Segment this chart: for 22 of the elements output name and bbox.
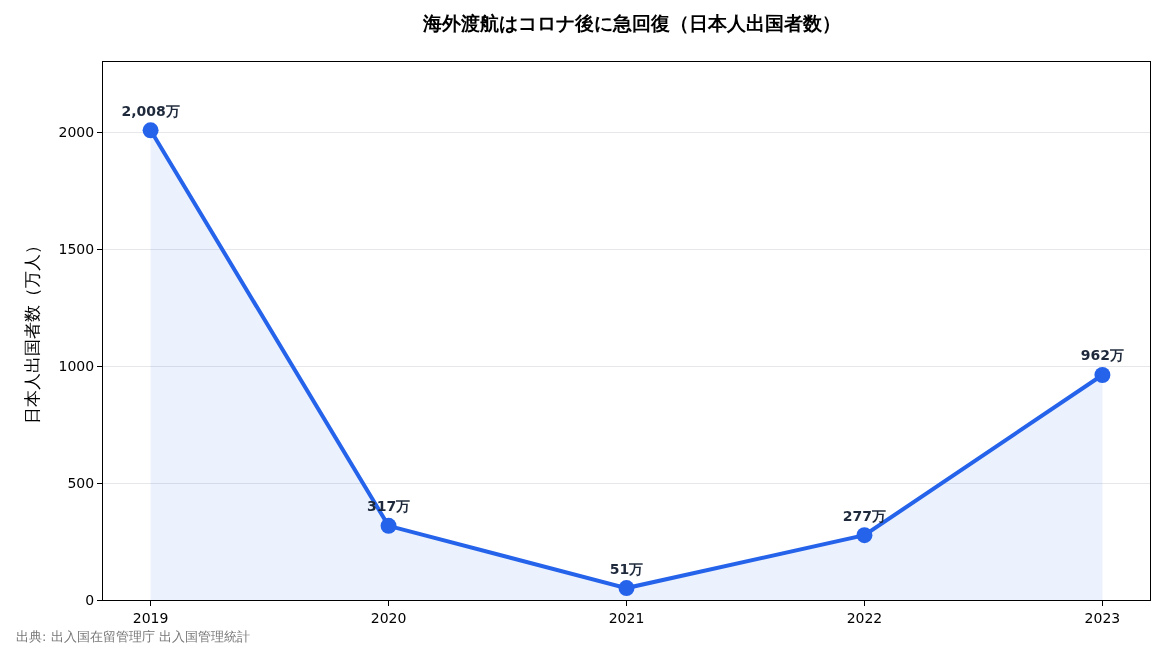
point <box>1094 366 1111 383</box>
x-tick-label: 2021 <box>608 609 645 626</box>
x-tick-label: 2019 <box>132 609 169 626</box>
point <box>618 580 635 597</box>
x-tick-label: 2023 <box>1084 609 1121 626</box>
y-tick-label: 500 <box>67 474 95 491</box>
y-tick-label: 1000 <box>58 357 95 374</box>
chart-title: 海外渡航はコロナ後に急回復（日本人出国者数） <box>421 11 841 34</box>
data-label: 962万 <box>1080 347 1125 364</box>
y-tick-label: 1500 <box>58 241 95 258</box>
x-tick-label: 2022 <box>846 609 883 626</box>
data-label: 277万 <box>842 507 887 524</box>
y-axis-title: 日本人出国者数（万人） <box>22 237 43 425</box>
data-label: 2,008万 <box>121 102 180 119</box>
y-tick-label: 2000 <box>58 124 95 141</box>
source-note: 出典: 出入国在留管理庁 出入国管理統計 <box>16 629 250 644</box>
x-tick-label: 2020 <box>370 609 407 626</box>
data-label: 51万 <box>609 560 644 577</box>
point <box>142 122 159 139</box>
point <box>380 517 397 534</box>
y-tick-label: 0 <box>85 591 95 608</box>
point <box>856 527 873 544</box>
